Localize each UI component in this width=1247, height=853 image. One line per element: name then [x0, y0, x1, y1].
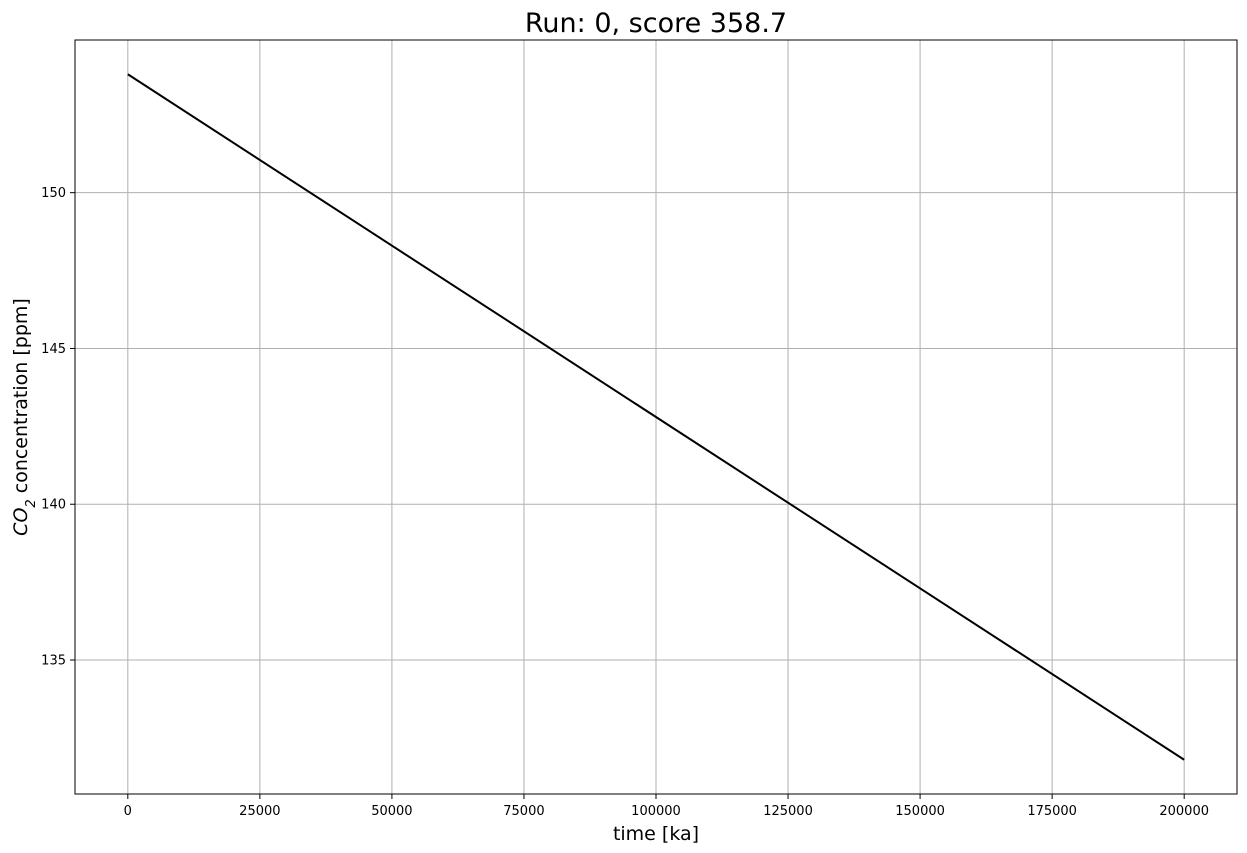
y-axis-label-sub: 2: [24, 499, 39, 507]
chart-title: Run: 0, score 358.7: [525, 8, 787, 39]
y-tick-label: 140: [41, 498, 66, 513]
x-axis-label: time [ka]: [613, 823, 699, 845]
x-tick-label: 100000: [631, 804, 681, 819]
x-tick-label: 75000: [503, 804, 544, 819]
y-axis-label-rest: concentration [ppm]: [10, 298, 32, 499]
y-axis-label: CO2 concentration [ppm]: [10, 298, 39, 536]
x-tick-label: 150000: [895, 804, 945, 819]
x-tick-label: 0: [124, 804, 132, 819]
x-tick-label: 25000: [239, 804, 280, 819]
x-tick-label: 125000: [763, 804, 813, 819]
x-tick-label: 175000: [1027, 804, 1077, 819]
series-line: [127, 73, 1185, 761]
x-tick-label: 50000: [371, 804, 412, 819]
y-axis-label-base: CO: [10, 508, 32, 536]
y-tick-label: 150: [41, 186, 66, 201]
series-layer: [127, 73, 1185, 761]
ticks: 0 25000 50000 75000 100000 125000 150000 175000…: [41, 186, 1209, 819]
y-tick-label: 145: [41, 342, 66, 357]
x-tick-label: 200000: [1159, 804, 1209, 819]
y-tick-label: 135: [41, 654, 66, 669]
